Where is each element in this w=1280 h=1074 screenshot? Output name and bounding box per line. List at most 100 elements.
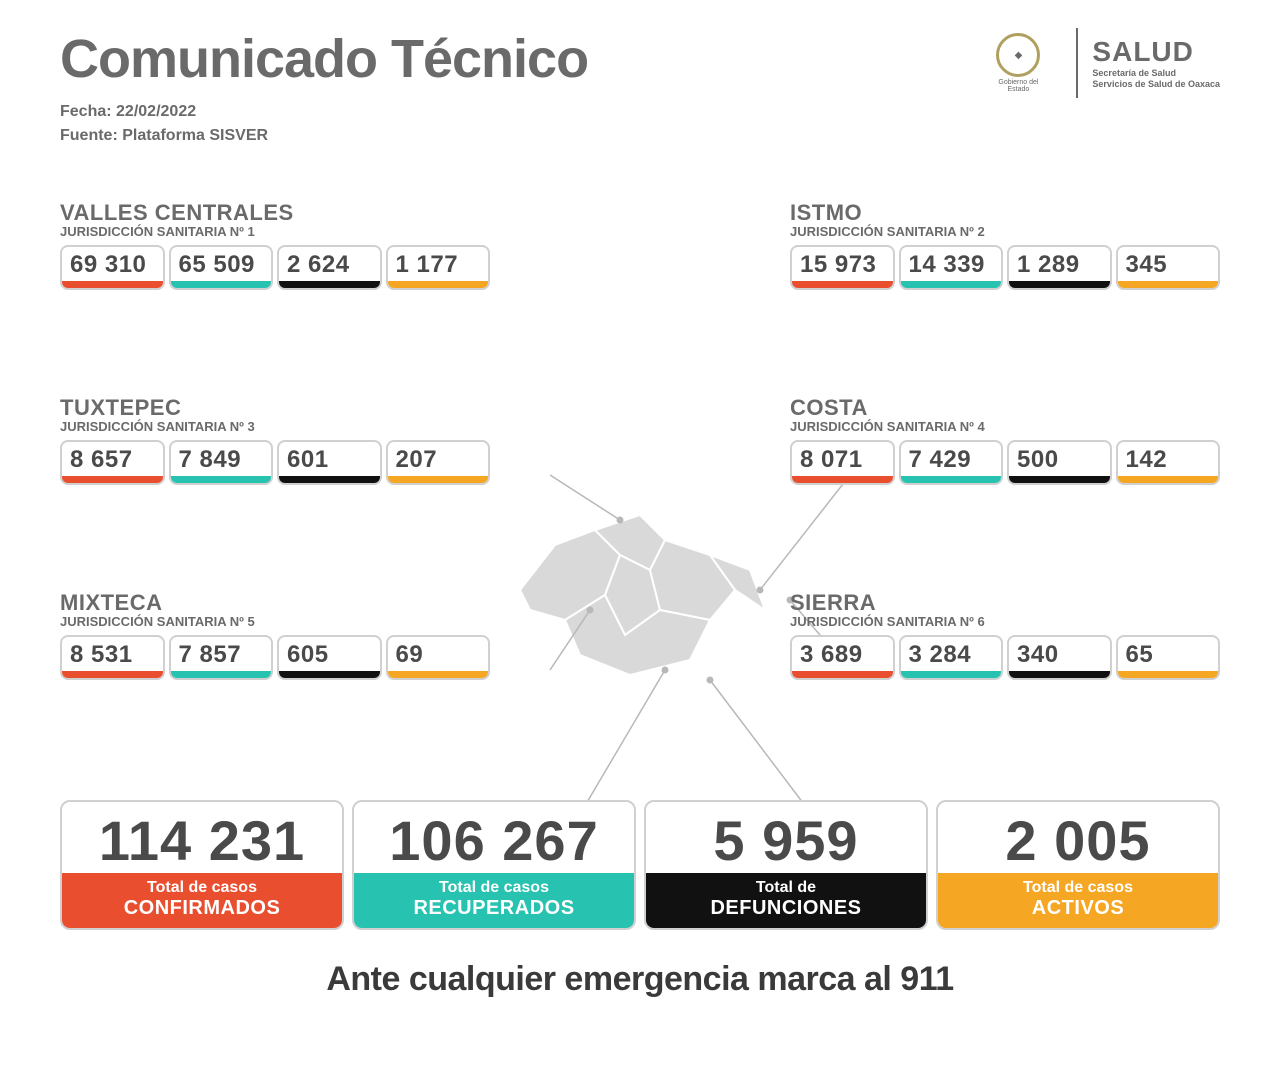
stat-color-bar — [901, 281, 1002, 288]
salud-logo: SALUD Secretaría de Salud Servicios de S… — [1092, 36, 1220, 90]
region-stats-row: 8 657 7 849 601 207 — [60, 440, 490, 485]
stat-value: 7 857 — [179, 641, 264, 669]
stat-active: 1 177 — [386, 245, 491, 290]
stat-color-bar — [792, 281, 893, 288]
region-istmo: ISTMOJURISDICCIÓN SANITARIA Nº 215 97314… — [790, 200, 1220, 290]
stat-value: 1 289 — [1017, 251, 1102, 279]
total-value: 106 267 — [354, 802, 634, 873]
region-name: SIERRA — [790, 590, 1220, 616]
date-label: Fecha: — [60, 103, 112, 120]
region-jurisdiction: JURISDICCIÓN SANITARIA Nº 4 — [790, 419, 1220, 434]
stat-color-bar — [171, 476, 272, 483]
logos-block: ◆ Gobierno del Estado SALUD Secretaría d… — [988, 28, 1220, 98]
total-label: Total de casosCONFIRMADOS — [62, 873, 342, 928]
stat-confirmed: 8 657 — [60, 440, 165, 485]
total-active: 2 005Total de casosACTIVOS — [936, 800, 1220, 930]
stat-value: 142 — [1126, 446, 1211, 474]
region-name: MIXTECA — [60, 590, 490, 616]
stat-value: 345 — [1126, 251, 1211, 279]
stat-color-bar — [62, 476, 163, 483]
stat-color-bar — [279, 281, 380, 288]
region-stats-row: 3 689 3 284 340 65 — [790, 635, 1220, 680]
stat-deaths: 1 289 — [1007, 245, 1112, 290]
stat-color-bar — [279, 671, 380, 678]
stat-value: 2 624 — [287, 251, 372, 279]
stat-recovered: 7 857 — [169, 635, 274, 680]
total-value: 5 959 — [646, 802, 926, 873]
region-mixteca: MIXTECAJURISDICCIÓN SANITARIA Nº 5 8 531 7… — [60, 590, 490, 680]
stat-recovered: 7 849 — [169, 440, 274, 485]
region-stats-row: 8 5317 85760569 — [60, 635, 490, 680]
stat-value: 8 071 — [800, 446, 885, 474]
stat-color-bar — [62, 671, 163, 678]
region-jurisdiction: JURISDICCIÓN SANITARIA Nº 6 — [790, 614, 1220, 629]
stat-value: 207 — [396, 446, 481, 474]
stat-deaths: 500 — [1007, 440, 1112, 485]
stat-value: 340 — [1017, 641, 1102, 669]
stat-confirmed: 8 071 — [790, 440, 895, 485]
stat-value: 7 849 — [179, 446, 264, 474]
stat-color-bar — [1118, 476, 1219, 483]
region-costa: COSTAJURISDICCIÓN SANITARIA Nº 48 0717 4… — [790, 395, 1220, 485]
logo-divider — [1076, 28, 1078, 98]
source-value: Plataforma SISVER — [122, 127, 268, 144]
region-jurisdiction: JURISDICCIÓN SANITARIA Nº 2 — [790, 224, 1220, 239]
stat-recovered: 7 429 — [899, 440, 1004, 485]
stat-active: 207 — [386, 440, 491, 485]
stat-color-bar — [1009, 671, 1110, 678]
stat-value: 14 339 — [909, 251, 994, 279]
total-label: Total de casosRECUPERADOS — [354, 873, 634, 928]
total-value: 114 231 — [62, 802, 342, 873]
stat-value: 500 — [1017, 446, 1102, 474]
stat-value: 605 — [287, 641, 372, 669]
region-jurisdiction: JURISDICCIÓN SANITARIA Nº 5 — [60, 614, 490, 629]
stat-value: 8 657 — [70, 446, 155, 474]
stat-confirmed: 8 531 — [60, 635, 165, 680]
stat-value: 1 177 — [396, 251, 481, 279]
stat-color-bar — [62, 281, 163, 288]
stat-value: 69 310 — [70, 251, 155, 279]
total-deaths: 5 959Total deDEFUNCIONES — [644, 800, 928, 930]
stat-active: 142 — [1116, 440, 1221, 485]
stat-value: 601 — [287, 446, 372, 474]
total-label: Total deDEFUNCIONES — [646, 873, 926, 928]
stat-color-bar — [388, 476, 489, 483]
stat-color-bar — [792, 671, 893, 678]
total-recovered: 106 267Total de casosRECUPERADOS — [352, 800, 636, 930]
stat-value: 15 973 — [800, 251, 885, 279]
stat-color-bar — [1009, 476, 1110, 483]
stat-color-bar — [388, 671, 489, 678]
stat-value: 3 284 — [909, 641, 994, 669]
state-seal-icon: ◆ Gobierno del Estado — [988, 28, 1048, 98]
stat-recovered: 65 509 — [169, 245, 274, 290]
meta-block: Fecha: 22/02/2022 Fuente: Plataforma SIS… — [60, 100, 1220, 148]
stat-value: 8 531 — [70, 641, 155, 669]
stat-confirmed: 69 310 — [60, 245, 165, 290]
stat-color-bar — [1118, 281, 1219, 288]
stat-deaths: 601 — [277, 440, 382, 485]
stat-color-bar — [171, 671, 272, 678]
totals-row: 114 231Total de casosCONFIRMADOS106 267T… — [60, 800, 1220, 930]
region-stats-row: 15 973 14 339 1 289 345 — [790, 245, 1220, 290]
stat-color-bar — [388, 281, 489, 288]
stat-value: 65 — [1126, 641, 1211, 669]
stat-confirmed: 15 973 — [790, 245, 895, 290]
stat-value: 65 509 — [179, 251, 264, 279]
total-value: 2 005 — [938, 802, 1218, 873]
region-stats-row: 8 071 7 429 500 142 — [790, 440, 1220, 485]
region-name: TUXTEPEC — [60, 395, 490, 421]
total-label: Total de casosACTIVOS — [938, 873, 1218, 928]
stat-color-bar — [171, 281, 272, 288]
source-label: Fuente: — [60, 127, 118, 144]
stat-color-bar — [1009, 281, 1110, 288]
total-confirmed: 114 231Total de casosCONFIRMADOS — [60, 800, 344, 930]
stat-deaths: 340 — [1007, 635, 1112, 680]
stat-active: 345 — [1116, 245, 1221, 290]
stat-recovered: 14 339 — [899, 245, 1004, 290]
oaxaca-map-icon — [510, 500, 770, 700]
regions-grid: VALLES CENTRALESJURISDICCIÓN SANITARIA N… — [60, 200, 1220, 760]
stat-value: 3 689 — [800, 641, 885, 669]
stat-recovered: 3 284 — [899, 635, 1004, 680]
stat-color-bar — [1118, 671, 1219, 678]
region-stats-row: 69 310 65 509 2 624 1 177 — [60, 245, 490, 290]
